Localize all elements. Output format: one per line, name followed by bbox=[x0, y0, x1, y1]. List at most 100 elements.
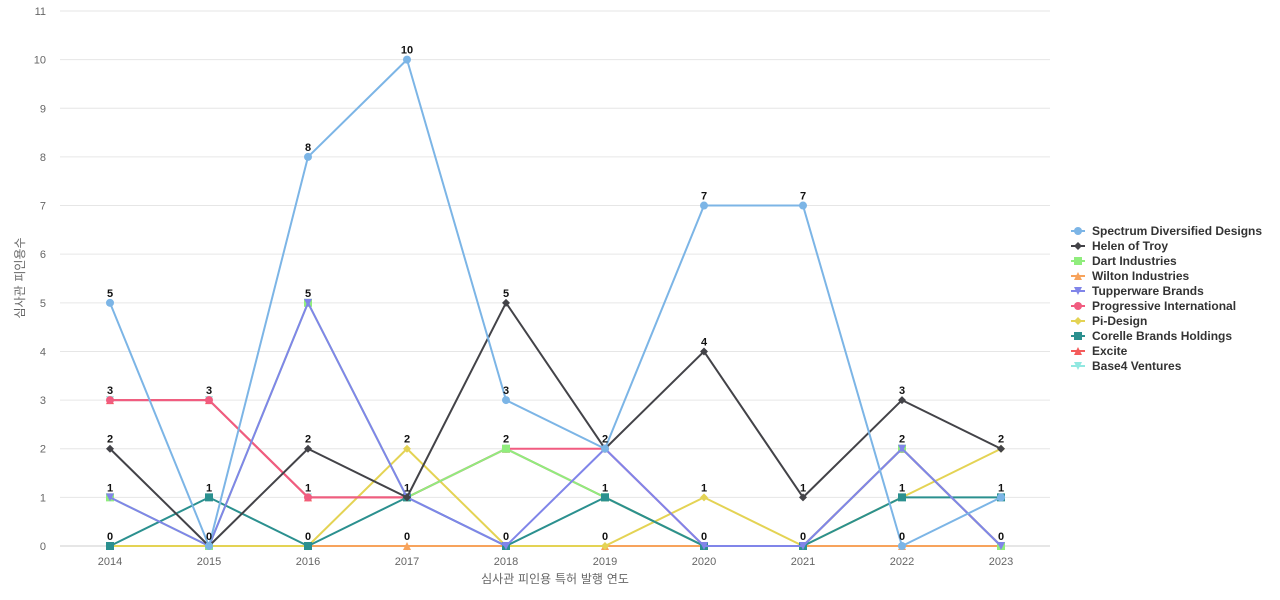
data-label: 1 bbox=[206, 482, 212, 494]
x-tick-label: 2023 bbox=[989, 556, 1013, 568]
legend-label: Spectrum Diversified Designs bbox=[1092, 224, 1262, 238]
y-tick-label: 11 bbox=[35, 6, 46, 18]
data-point bbox=[106, 444, 114, 453]
legend-item[interactable]: Dart Industries bbox=[1071, 254, 1177, 268]
data-point bbox=[700, 542, 708, 550]
data-point bbox=[898, 493, 906, 502]
y-tick-label: 0 bbox=[40, 541, 46, 553]
data-point bbox=[304, 493, 312, 502]
x-tick-label: 2018 bbox=[494, 556, 518, 568]
legend-item[interactable]: Tupperware Brands bbox=[1071, 284, 1204, 298]
x-tick-label: 2017 bbox=[395, 556, 419, 568]
data-label: 0 bbox=[800, 531, 806, 543]
data-label: 0 bbox=[404, 531, 410, 543]
legend-label: Wilton Industries bbox=[1092, 269, 1190, 283]
data-label: 5 bbox=[503, 288, 509, 300]
data-point bbox=[106, 493, 114, 502]
data-label: 1 bbox=[998, 482, 1004, 494]
data-label: 1 bbox=[899, 482, 905, 494]
x-tick-label: 2016 bbox=[296, 556, 320, 568]
legend-marker bbox=[1074, 347, 1082, 355]
legend-marker bbox=[1074, 227, 1082, 235]
data-point bbox=[700, 201, 708, 210]
x-tick-label: 2015 bbox=[197, 556, 221, 568]
data-point bbox=[601, 493, 609, 502]
legend-item[interactable]: Spectrum Diversified Designs bbox=[1071, 224, 1262, 238]
data-point bbox=[898, 444, 906, 453]
legend-marker bbox=[1074, 332, 1082, 340]
data-label: 5 bbox=[107, 288, 113, 300]
legend-marker bbox=[1074, 287, 1082, 295]
data-point bbox=[700, 347, 708, 356]
x-tick-labels: 2014 2015 2016 2017 2018 2019 2020 2021 2022 2023 bbox=[98, 556, 1013, 568]
data-label: 2 bbox=[899, 434, 905, 446]
data-point bbox=[700, 493, 708, 502]
data-label: 0 bbox=[305, 531, 311, 543]
data-label: 1 bbox=[107, 482, 113, 494]
data-label: 0 bbox=[107, 531, 113, 543]
data-label: 7 bbox=[800, 191, 806, 203]
data-point bbox=[799, 493, 807, 502]
data-point bbox=[304, 542, 312, 550]
legend-item[interactable]: Base4 Ventures bbox=[1071, 359, 1182, 373]
y-tick-label: 8 bbox=[40, 152, 46, 164]
series-line bbox=[109, 301, 1002, 547]
data-point bbox=[403, 542, 411, 550]
data-label: 1 bbox=[701, 482, 707, 494]
series-corelle-brands-holdings bbox=[106, 493, 1005, 550]
data-point bbox=[997, 542, 1005, 550]
data-label: 1 bbox=[602, 482, 608, 494]
legend-item[interactable]: Wilton Industries bbox=[1071, 269, 1190, 283]
data-point bbox=[205, 493, 213, 502]
data-point bbox=[106, 298, 114, 307]
legend-label: Pi-Design bbox=[1092, 314, 1147, 328]
legend-item[interactable]: Excite bbox=[1071, 344, 1128, 358]
data-label: 3 bbox=[503, 385, 509, 397]
data-point bbox=[205, 542, 213, 550]
legend-label: Base4 Ventures bbox=[1092, 359, 1182, 373]
data-point bbox=[502, 542, 510, 550]
legend-item[interactable]: Pi-Design bbox=[1071, 314, 1147, 328]
data-point bbox=[997, 444, 1005, 453]
data-point bbox=[799, 201, 807, 210]
x-tick-label: 2014 bbox=[98, 556, 122, 568]
data-point bbox=[403, 55, 411, 64]
data-label: 1 bbox=[404, 482, 410, 494]
data-point bbox=[106, 542, 114, 550]
data-label: 2 bbox=[602, 434, 608, 446]
legend-label: Progressive International bbox=[1092, 299, 1236, 313]
data-label: 0 bbox=[701, 531, 707, 543]
data-label: 5 bbox=[305, 288, 311, 300]
data-label: 3 bbox=[107, 385, 113, 397]
data-point bbox=[403, 444, 411, 453]
legend-item[interactable]: Helen of Troy bbox=[1071, 239, 1168, 253]
data-point bbox=[502, 444, 510, 453]
data-point bbox=[997, 493, 1005, 502]
legend-item[interactable]: Corelle Brands Holdings bbox=[1071, 329, 1232, 343]
grid-lines bbox=[60, 10, 1050, 498]
data-point bbox=[502, 298, 510, 307]
legend-label: Corelle Brands Holdings bbox=[1092, 329, 1232, 343]
data-point bbox=[799, 542, 807, 550]
legend-marker bbox=[1074, 317, 1082, 325]
data-label: 0 bbox=[899, 531, 905, 543]
data-label: 3 bbox=[899, 385, 905, 397]
legend-item[interactable]: Progressive International bbox=[1071, 299, 1236, 313]
data-label: 2 bbox=[998, 434, 1004, 446]
y-tick-label: 6 bbox=[40, 249, 46, 261]
data-label: 2 bbox=[404, 434, 410, 446]
data-point bbox=[205, 396, 213, 405]
series-lines bbox=[106, 55, 1005, 550]
data-label: 0 bbox=[206, 531, 212, 543]
legend-marker bbox=[1074, 272, 1082, 280]
data-label: 0 bbox=[503, 531, 509, 543]
y-tick-label: 2 bbox=[40, 444, 46, 456]
x-axis-title: 심사관 피인용 특허 발행 연도 bbox=[481, 571, 629, 586]
y-tick-label: 7 bbox=[40, 201, 46, 213]
data-label: 2 bbox=[107, 434, 113, 446]
y-tick-label: 3 bbox=[40, 395, 46, 407]
data-label: 1 bbox=[305, 482, 311, 494]
